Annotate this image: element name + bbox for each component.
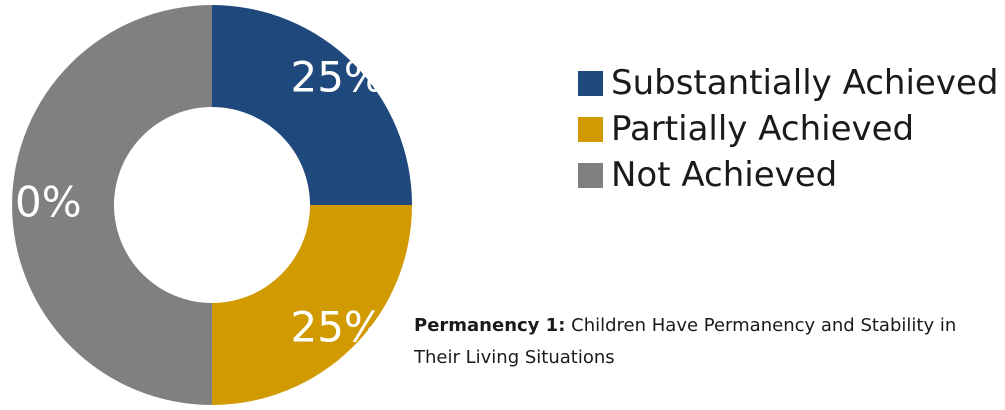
legend-item-partially-achieved: Partially Achieved [578, 106, 998, 152]
slice-substantially-achieved [212, 5, 412, 205]
legend-swatch [578, 116, 603, 142]
slice-label-substantially-achieved: 25% [290, 52, 383, 101]
slice-not-achieved [12, 5, 213, 405]
caption-heading: Permanency 1: [414, 315, 566, 336]
chart-caption: Permanency 1: Children Have Permanency a… [414, 310, 974, 374]
legend-item-substantially-achieved: Substantially Achieved [578, 60, 998, 106]
legend-label: Substantially Achieved [611, 63, 999, 103]
legend-swatch [578, 70, 603, 96]
legend-item-not-achieved: Not Achieved [578, 152, 998, 198]
caption-text: Children Have Permanency and Stability i… [414, 315, 957, 368]
legend-label: Not Achieved [611, 155, 838, 195]
slice-partially-achieved [212, 205, 412, 405]
legend-swatch [578, 162, 603, 188]
donut-chart: 25% 25% 50% [0, 5, 412, 405]
legend-label: Partially Achieved [611, 109, 915, 149]
slice-label-not-achieved: 50% [0, 178, 82, 227]
chart-legend: Substantially Achieved Partially Achieve… [578, 60, 998, 198]
slice-label-partially-achieved: 25% [290, 303, 383, 352]
